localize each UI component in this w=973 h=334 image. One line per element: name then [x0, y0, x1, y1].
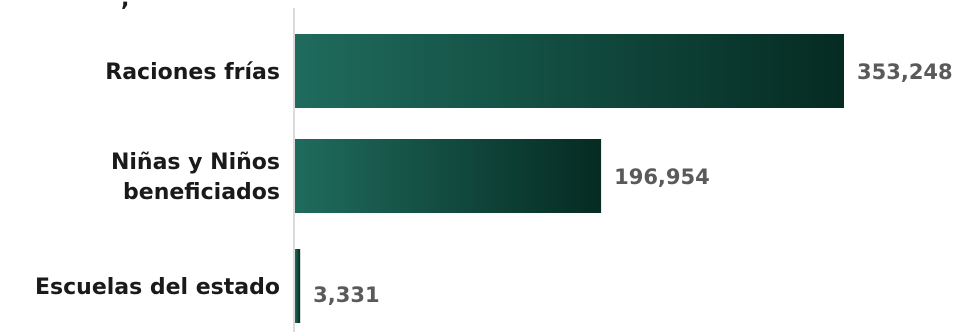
bar-raciones-frias — [295, 34, 844, 108]
top-text-fragment: , — [121, 0, 129, 12]
value-label-raciones-frias: 353,248 — [857, 60, 953, 84]
category-label-raciones-frias: Raciones frías — [105, 60, 280, 85]
category-label-ninas-y-ninos-beneficiados: Niñas y Niños beneficiados — [111, 150, 280, 205]
bar-ninas-y-ninos-beneficiados — [295, 139, 602, 213]
chart-marks: Raciones frías 353,248 Niñas y Niños benefi… — [35, 34, 953, 323]
value-label-ninas-y-ninos-beneficiados: 196,954 — [614, 165, 710, 189]
value-label-escuelas-del-estado: 3,331 — [313, 283, 379, 307]
bar-escuelas-del-estado — [295, 249, 301, 323]
category-label-escuelas-del-estado: Escuelas del estado — [35, 275, 280, 300]
